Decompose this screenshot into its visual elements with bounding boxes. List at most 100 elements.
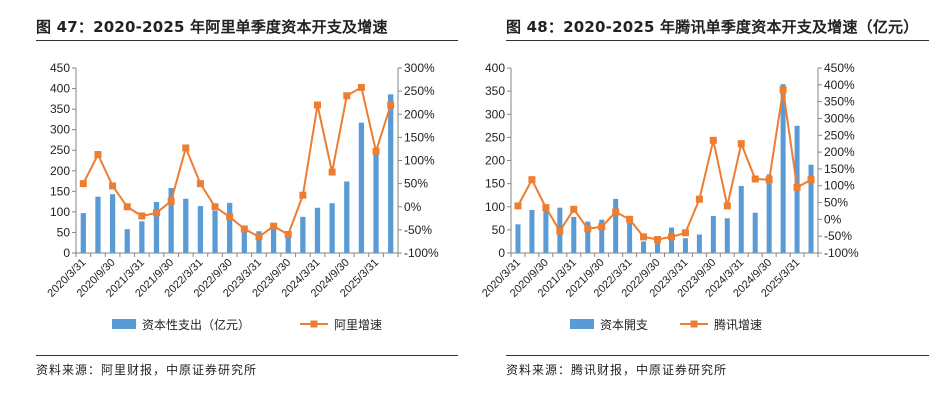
bar xyxy=(515,224,521,253)
growth-point xyxy=(667,233,675,241)
growth-point xyxy=(153,209,160,217)
growth-point xyxy=(737,140,745,148)
legend-bar-swatch xyxy=(570,319,594,329)
left-axis-tick-label: 0 xyxy=(498,246,505,260)
bar xyxy=(300,216,306,253)
growth-point xyxy=(751,175,759,183)
growth-point xyxy=(240,225,248,233)
growth-point xyxy=(182,144,190,152)
bar xyxy=(358,122,365,253)
bar xyxy=(613,198,619,253)
growth-point xyxy=(542,204,550,212)
growth-point xyxy=(79,180,87,188)
right-axis-tick-label: 0% xyxy=(404,200,422,214)
right-axis-tick-label: -100% xyxy=(404,246,439,260)
growth-point xyxy=(123,203,131,211)
chart-panel-tencent: 图 48：2020-2025 年腾讯单季度资本开支及增速（亿元） 0 50 100 1… xyxy=(470,0,931,402)
left-axis-tick-label: 50 xyxy=(492,223,506,237)
bar xyxy=(109,194,116,253)
bar xyxy=(124,229,130,253)
bar xyxy=(710,216,716,253)
right-axis-tick-label: 300% xyxy=(824,111,855,125)
growth-point xyxy=(372,147,380,155)
bar xyxy=(724,218,730,253)
growth-point xyxy=(314,101,321,109)
bar xyxy=(270,227,277,253)
bar xyxy=(168,188,174,253)
right-axis-tick-label: 350% xyxy=(824,95,855,109)
growth-point xyxy=(284,231,292,238)
growth-point xyxy=(109,182,117,190)
right-axis-tick-label: 50% xyxy=(824,196,848,210)
right-axis-tick-label: 150% xyxy=(404,130,435,144)
growth-point xyxy=(626,215,634,223)
left-axis-tick-label: 400 xyxy=(50,82,70,96)
left-axis-tick-label: 350 xyxy=(50,102,70,116)
growth-point xyxy=(612,208,620,216)
right-axis-tick-label: 400% xyxy=(824,78,855,92)
left-axis-tick-label: 400 xyxy=(485,61,505,75)
bar xyxy=(738,185,744,253)
left-axis-tick-label: 450 xyxy=(50,61,70,75)
left-axis-tick-label: 300 xyxy=(50,123,70,137)
growth-point xyxy=(196,180,204,188)
growth-point xyxy=(556,227,564,235)
bar xyxy=(183,198,189,253)
left-axis-tick-label: 350 xyxy=(485,84,505,98)
bar xyxy=(388,94,394,253)
legend-line-label: 腾讯增速 xyxy=(714,317,762,332)
bar xyxy=(766,174,772,253)
bar xyxy=(599,219,605,253)
legend-line-label: 阿里增速 xyxy=(334,318,382,332)
left-axis-tick-label: 250 xyxy=(50,143,70,157)
growth-point xyxy=(765,176,773,184)
source-note: 资料来源：阿里财报，中原证券研究所 xyxy=(36,363,258,377)
growth-point xyxy=(94,150,102,158)
bar xyxy=(808,164,814,253)
bar xyxy=(655,240,661,253)
right-axis-tick-label: -100% xyxy=(824,246,859,260)
title-divider xyxy=(506,40,929,41)
left-axis-tick-label: 0 xyxy=(63,246,70,260)
chart-panel-alibaba: 图 47：2020-2025 年阿里单季度资本开支及增速 0 50 100 150 20… xyxy=(0,0,460,402)
growth-line xyxy=(517,89,812,241)
bar xyxy=(543,210,549,253)
growth-point xyxy=(211,203,219,211)
source-divider xyxy=(36,355,458,356)
bar xyxy=(344,181,350,253)
left-axis-tick-label: 100 xyxy=(50,205,70,219)
growth-point xyxy=(709,136,717,144)
growth-point xyxy=(640,233,648,241)
bar xyxy=(682,238,688,253)
tencent-capex-chart: 0 50 100 150 200 250 300 350 400 -100% -50% 0% 50% 10… xyxy=(480,61,859,332)
right-axis-tick-label: 450% xyxy=(824,61,855,75)
growth-point xyxy=(681,229,689,237)
left-axis-tick-label: 50 xyxy=(57,225,71,239)
growth-point xyxy=(570,205,578,213)
right-axis-tick-label: -50% xyxy=(404,223,432,237)
growth-point xyxy=(343,92,351,100)
source-note: 资料来源：腾讯财报，中原证券研究所 xyxy=(506,363,728,377)
bar xyxy=(752,212,758,253)
legend-bar-label: 资本開支 xyxy=(600,318,648,332)
left-axis-tick-label: 250 xyxy=(485,130,505,144)
bar xyxy=(241,226,247,253)
right-axis-tick-label: 150% xyxy=(824,162,855,176)
bar xyxy=(153,202,160,253)
growth-point xyxy=(514,202,522,210)
growth-point xyxy=(226,213,234,221)
bar xyxy=(197,206,204,253)
bar xyxy=(529,209,535,253)
growth-point xyxy=(328,168,336,176)
bar xyxy=(585,221,591,253)
alibaba-capex-chart: 0 50 100 150 200 250 300 350 400 450 -100% -50% 0% 50… xyxy=(45,61,439,332)
right-axis-tick-label: 100% xyxy=(824,179,855,193)
growth-line xyxy=(82,85,392,238)
left-axis-tick-label: 150 xyxy=(485,177,505,191)
left-axis-tick-label: 150 xyxy=(50,184,70,198)
growth-point xyxy=(695,195,703,203)
legend-bar-label: 资本性支出（亿元） xyxy=(142,317,250,332)
bar xyxy=(329,203,335,253)
legend-line-marker xyxy=(310,320,318,328)
growth-point xyxy=(654,236,662,244)
